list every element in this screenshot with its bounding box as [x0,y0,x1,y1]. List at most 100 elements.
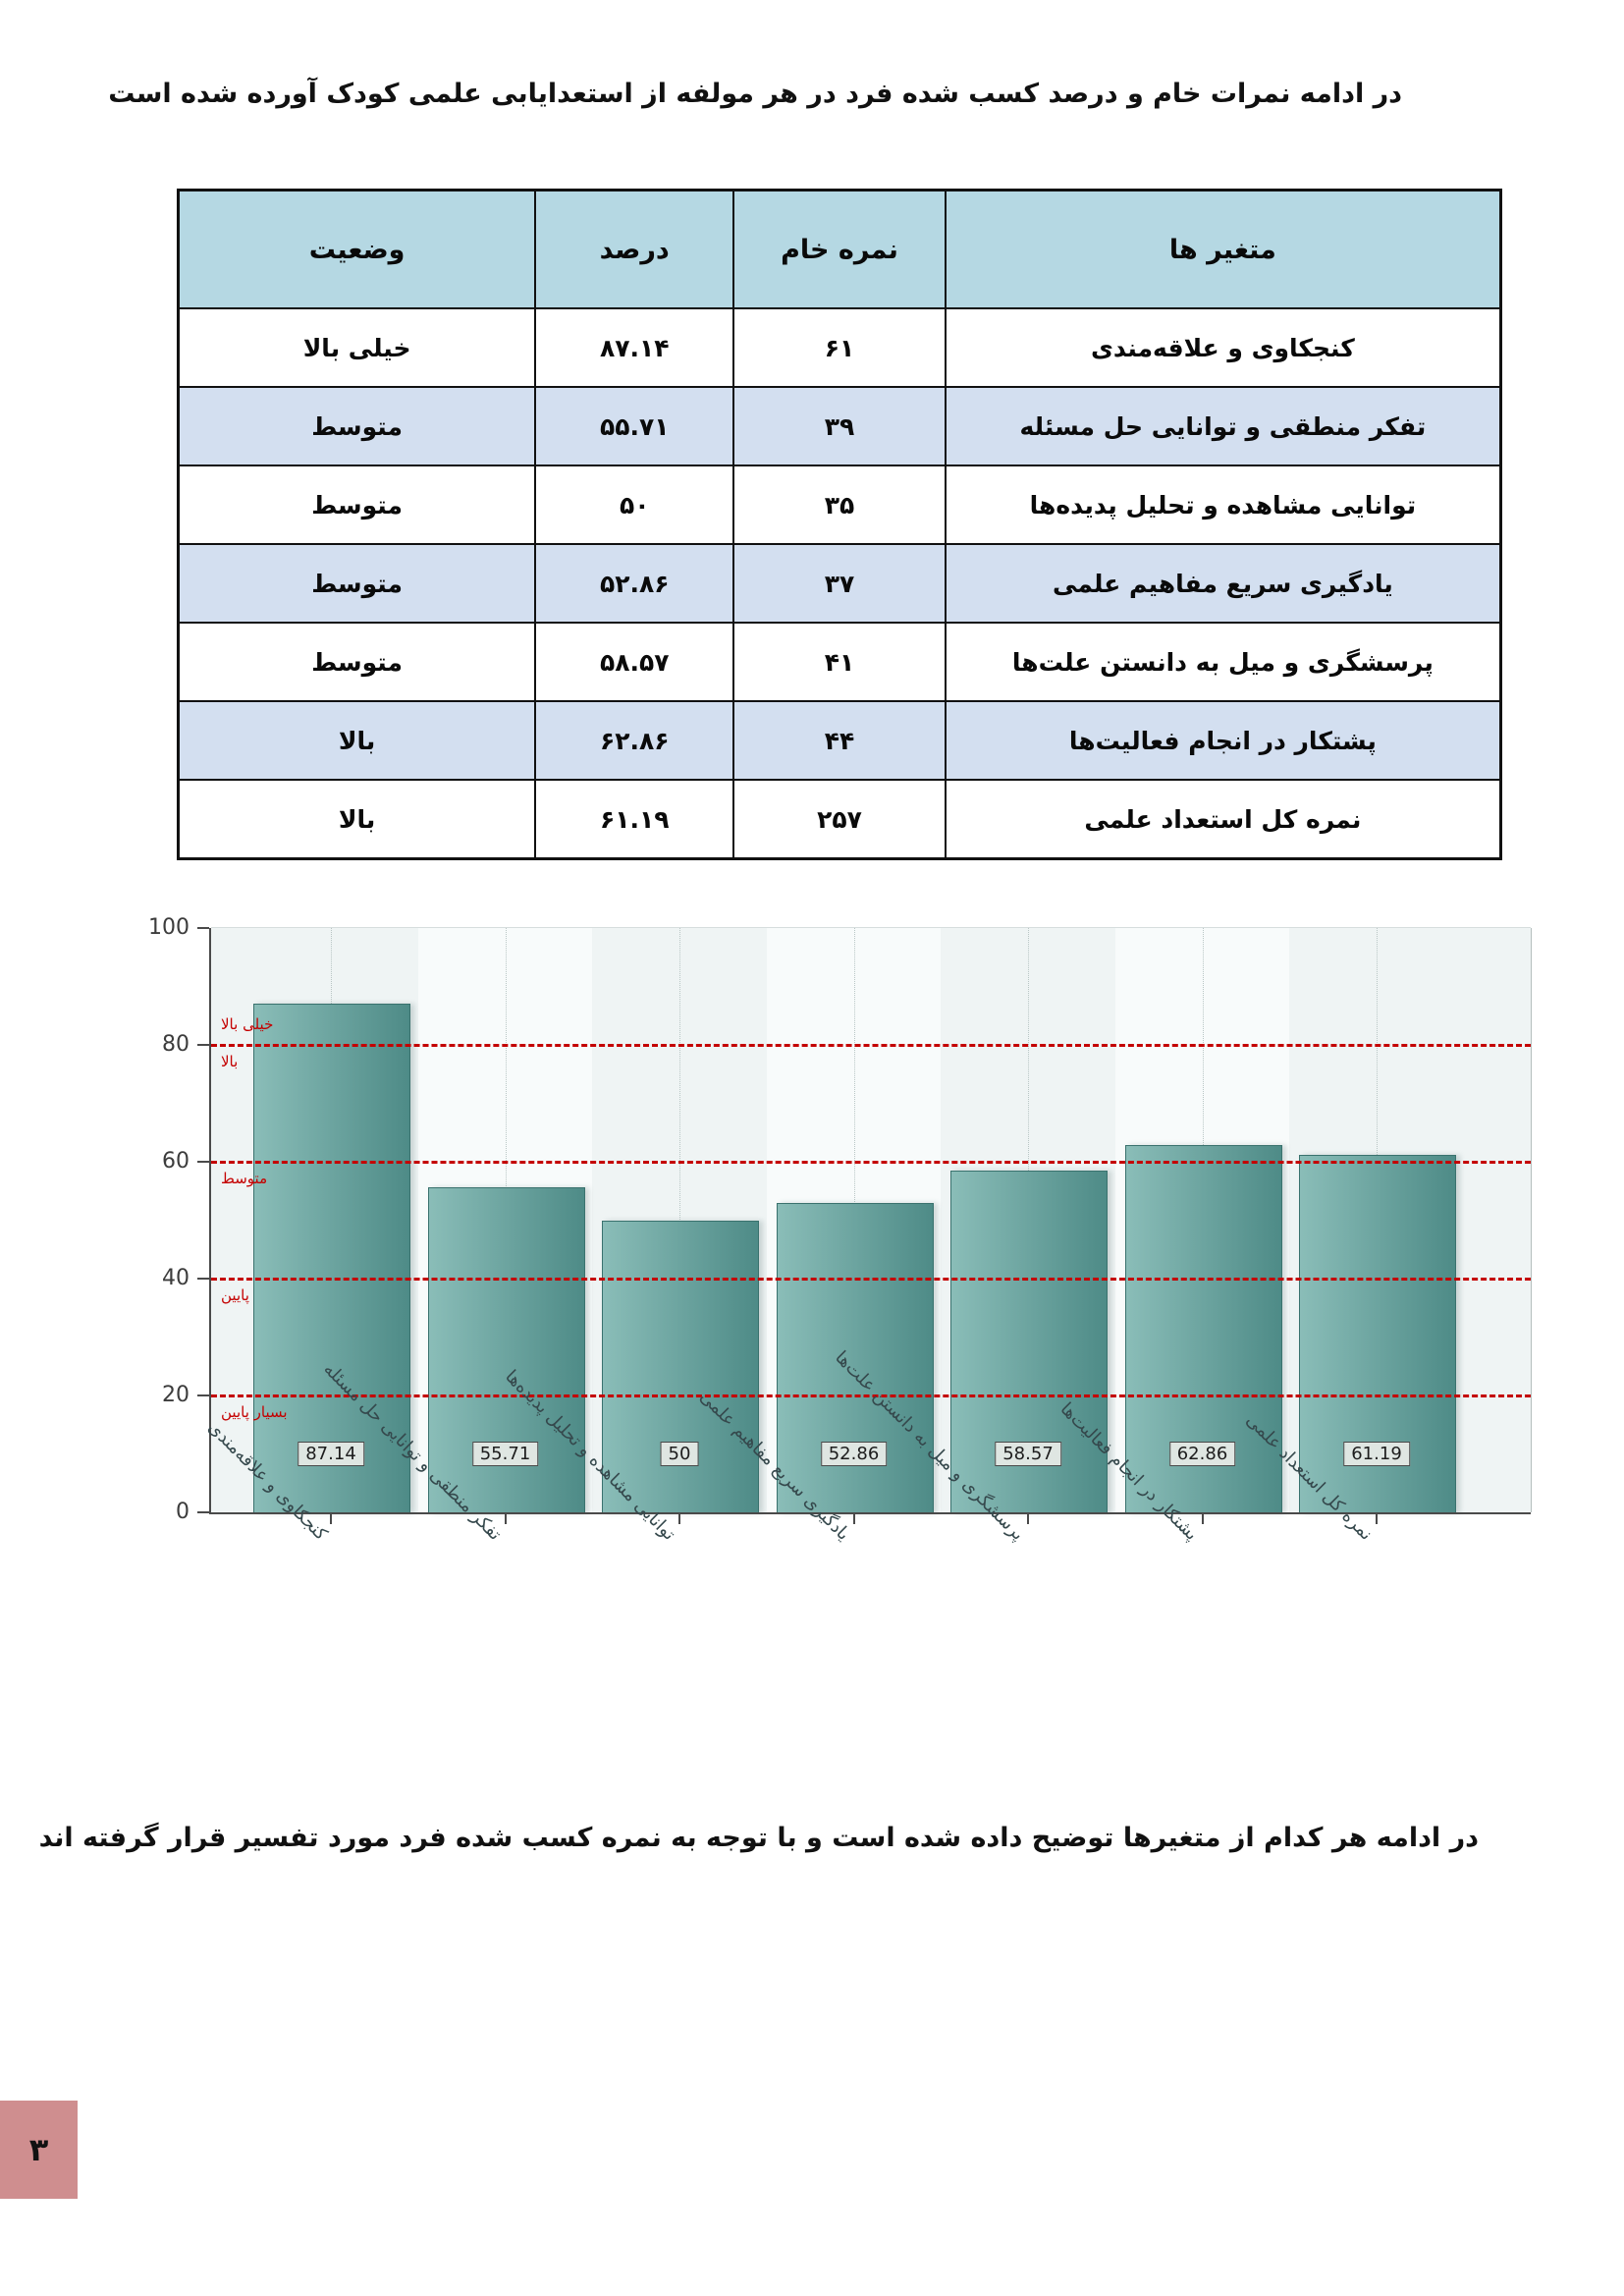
plot-band [592,928,767,1512]
plot-band [211,928,418,1512]
bar [1299,1154,1456,1513]
table-row: پرسشگری و میل به دانستن علت‌ها ۴۱ ۵۸.۵۷ متو… [177,622,1502,702]
percent-cell: ۵۲.۸۶ [534,543,735,624]
raw-score-cell: ۳۹ [732,386,947,466]
x-category-label: کنجکاوی و علاقه‌مندی [203,1417,331,1545]
plot-band [941,928,1115,1512]
plot-top-edge [211,927,1531,928]
status-cell: متوسط [177,543,537,624]
variable-cell: نمره کل استعداد علمی [944,779,1502,860]
variable-cell: پرسشگری و میل به دانستن علت‌ها [944,622,1502,702]
plot-right-edge [1531,928,1532,1512]
zone-label: پایین [221,1286,249,1304]
plot-band [1289,928,1531,1512]
vertical-gridline [331,928,332,1512]
x-tick-mark [1027,1514,1029,1524]
status-cell: خیلی بالا [177,307,537,388]
plot-band [766,928,942,1512]
status-cell: بالا [177,700,537,781]
percent-cell: ۶۲.۸۶ [534,700,735,781]
plot-band [1114,928,1290,1512]
threshold-line [211,1044,1531,1047]
bar-value-label: 50 [660,1442,699,1466]
y-tick-label: 40 [162,1266,189,1290]
variable-cell: کنجکاوی و علاقه‌مندی [944,307,1502,388]
raw-score-cell: ۶۱ [732,307,947,388]
x-tick-mark [852,1514,855,1524]
y-tick-label: 100 [148,915,189,940]
percent-cell: ۵۵.۷۱ [534,386,735,466]
y-tick-mark [197,1394,209,1396]
table-row: تفکر منطقی و توانایی حل مسئله ۳۹ ۵۵.۷۱ متوس… [177,386,1502,466]
bar-value-label: 62.86 [1168,1442,1236,1466]
footer-text: در ادامه هر کدام از متغیرها توضیح داده ش… [38,1823,1479,1853]
bar [776,1203,934,1513]
page-number-badge: ۳ [0,2101,78,2199]
zone-label: بسیار پایین [221,1403,288,1421]
variable-cell: یادگیری سریع مفاهیم علمی [944,543,1502,624]
y-tick-mark [197,1044,209,1046]
zone-label: بالا [221,1053,239,1070]
x-tick-mark [678,1514,680,1524]
status-cell: بالا [177,779,537,860]
percent-cell: ۸۷.۱۴ [534,307,735,388]
raw-score-cell: ۳۷ [732,543,947,624]
variable-cell: توانایی مشاهده و تحلیل پدیده‌ها [944,465,1502,545]
bar-value-label: 87.14 [298,1442,364,1466]
status-cell: متوسط [177,465,537,545]
variable-cell: پشتکار در انجام فعالیت‌ها [944,700,1502,781]
x-category-label: نمره کل استعداد علمی [1241,1409,1377,1545]
raw-score-cell: ۲۵۷ [732,779,947,860]
x-tick-mark [504,1514,507,1524]
percent-cell: ۶۱.۱۹ [534,779,735,860]
col-header-status: وضعیت [177,189,537,309]
table-row: یادگیری سریع مفاهیم علمی ۳۷ ۵۲.۸۶ متوسط [177,543,1502,624]
y-tick-label: 80 [162,1032,189,1057]
x-category-label: پشتکار در انجام فعالیت‌ها [1056,1398,1203,1545]
intro-text: در ادامه نمرات خام و درصد کسب شده فرد در… [108,79,1402,109]
col-header-variables: متغیر ها [944,189,1502,309]
x-tick-mark [330,1514,332,1524]
zone-label: متوسط [221,1170,268,1187]
threshold-line [211,1161,1531,1164]
y-tick-mark [197,1278,209,1280]
y-tick-label: 20 [162,1383,189,1407]
zone-label: خیلی بالا [221,1015,274,1033]
raw-score-cell: ۳۵ [732,465,947,545]
scores-table: متغیر ها نمره خام درصد وضعیت کنجکاوی و ع… [177,189,1502,860]
raw-score-cell: ۴۱ [732,622,947,702]
scores-table-body: کنجکاوی و علاقه‌مندی ۶۱ ۸۷.۱۴ خیلی بالا تفکر… [177,307,1502,860]
status-cell: متوسط [177,622,537,702]
y-tick-mark [197,1161,209,1163]
threshold-line [211,1394,1531,1397]
x-category-label: پرسشگری و میل به دانستن علت‌ها [830,1346,1028,1545]
bar-value-label: 52.86 [820,1442,888,1466]
status-cell: متوسط [177,386,537,466]
vertical-gridline [1028,928,1029,1512]
vertical-gridline [505,928,507,1512]
bar [253,1003,410,1513]
threshold-line [211,1278,1531,1281]
y-tick-mark [197,927,209,929]
x-category-label: یادگیری سریع مفاهیم علمی [695,1386,854,1545]
bar [950,1170,1108,1513]
y-tick-label: 60 [162,1149,189,1174]
x-axis-line [209,1512,1531,1514]
y-axis-line [209,928,211,1514]
header-row: متغیر ها نمره خام درصد وضعیت [177,189,1502,309]
vertical-gridline [853,928,855,1512]
vertical-gridline [1202,928,1204,1512]
bar [427,1186,585,1513]
x-tick-mark [1376,1514,1378,1524]
x-category-label: تفکر منطقی و توانایی حل مسئله [319,1358,506,1545]
x-tick-mark [1201,1514,1204,1524]
bar-value-label: 55.71 [471,1442,539,1466]
table-row: توانایی مشاهده و تحلیل پدیده‌ها ۳۵ ۵۰ متوسط [177,465,1502,545]
table-row: پشتکار در انجام فعالیت‌ها ۴۴ ۶۲.۸۶ بالا [177,700,1502,781]
bar-value-label: 58.57 [995,1442,1061,1466]
vertical-gridline [679,928,680,1512]
y-tick-label: 0 [176,1500,189,1524]
table-row: نمره کل استعداد علمی ۲۵۷ ۶۱.۱۹ بالا [177,779,1502,860]
plot-band [417,928,593,1512]
